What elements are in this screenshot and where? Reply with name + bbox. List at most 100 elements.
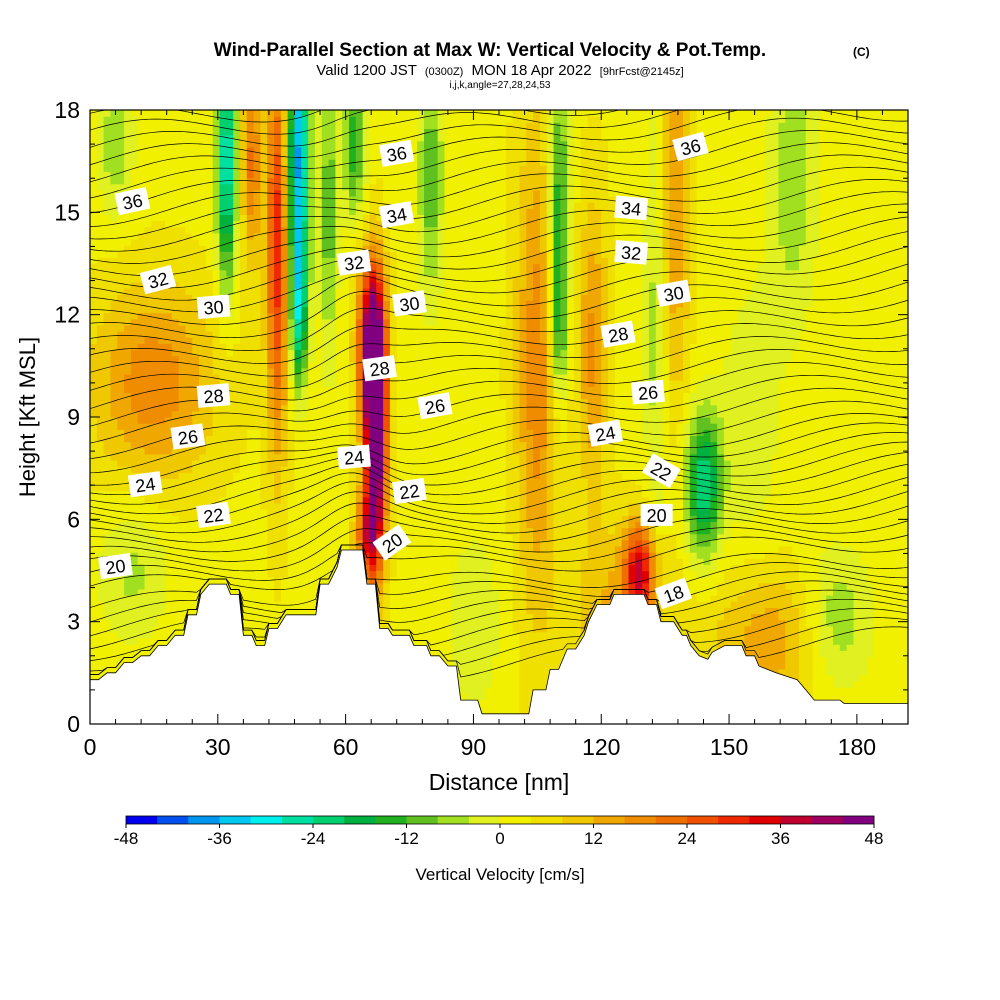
velocity-cell (96, 668, 105, 676)
velocity-cell (144, 502, 152, 510)
velocity-cell (383, 337, 391, 344)
velocity-cell (103, 220, 112, 228)
velocity-cell (410, 202, 418, 209)
velocity-cell (274, 429, 282, 437)
velocity-cell (226, 545, 234, 553)
velocity-cell (369, 502, 377, 510)
velocity-cell (355, 392, 364, 400)
velocity-cell (280, 472, 289, 479)
velocity-cell (130, 496, 139, 504)
velocity-cell (137, 502, 146, 510)
velocity-cell (260, 392, 268, 400)
velocity-cell (110, 312, 118, 320)
velocity-cell (90, 281, 98, 289)
velocity-cell (280, 459, 289, 467)
velocity-cell (137, 220, 146, 228)
velocity-cell (185, 263, 193, 271)
velocity-cell (233, 195, 241, 203)
velocity-cell (267, 349, 275, 357)
velocity-cell (117, 177, 125, 185)
velocity-cell (328, 183, 336, 191)
velocity-cell (349, 515, 357, 522)
velocity-cell (110, 417, 118, 424)
velocity-cell (410, 312, 418, 320)
velocity-cell (294, 122, 302, 130)
velocity-cell (124, 588, 132, 596)
velocity-cell (185, 453, 193, 461)
velocity-cell (226, 300, 234, 308)
velocity-cell (192, 367, 200, 375)
velocity-cell (396, 263, 405, 271)
velocity-cell (274, 466, 282, 473)
velocity-cell (90, 502, 98, 510)
velocity-cell (130, 343, 139, 351)
velocity-cell (144, 110, 152, 117)
velocity-cell (362, 226, 371, 234)
velocity-cell (90, 300, 98, 308)
velocity-cell (246, 165, 255, 172)
velocity-cell (376, 349, 384, 357)
velocity-cell (355, 423, 364, 430)
velocity-cell (328, 159, 336, 166)
velocity-cell (410, 189, 418, 197)
velocity-cell (260, 552, 268, 559)
velocity-cell (171, 226, 180, 234)
velocity-cell (151, 183, 159, 191)
velocity-cell (239, 122, 248, 130)
velocity-cell (410, 318, 418, 326)
velocity-cell (383, 110, 391, 117)
velocity-cell (212, 558, 221, 565)
velocity-cell (287, 552, 296, 559)
velocity-cell (355, 177, 364, 185)
velocity-cell (417, 607, 425, 615)
velocity-cell (233, 202, 241, 209)
velocity-cell (342, 466, 350, 473)
velocity-cell (212, 527, 221, 535)
velocity-cell (239, 398, 248, 406)
velocity-cell (110, 165, 118, 172)
velocity-cell (171, 601, 180, 608)
velocity-cell (362, 195, 371, 203)
velocity-cell (212, 318, 221, 326)
velocity-cell (137, 410, 146, 418)
velocity-cell (383, 582, 391, 590)
velocity-cell (335, 195, 343, 203)
velocity-cell (151, 343, 159, 351)
velocity-cell (164, 576, 173, 584)
velocity-cell (274, 484, 282, 492)
velocity-cell (294, 466, 302, 473)
velocity-cell (362, 521, 371, 529)
velocity-cell (137, 595, 146, 602)
velocity-cell (164, 251, 173, 258)
velocity-cell (389, 558, 398, 565)
velocity-cell (103, 472, 112, 479)
velocity-cell (314, 318, 323, 326)
velocity-cell (103, 343, 112, 351)
velocity-cell (301, 576, 309, 584)
velocity-cell (267, 502, 275, 510)
velocity-cell (389, 238, 398, 246)
velocity-cell (417, 140, 425, 148)
velocity-cell (274, 392, 282, 400)
velocity-cell (362, 165, 371, 172)
velocity-cell (137, 122, 146, 130)
velocity-cell (205, 478, 214, 486)
velocity-cell (355, 183, 364, 191)
velocity-cell (349, 435, 357, 443)
velocity-cell (199, 331, 207, 338)
velocity-cell (403, 435, 411, 443)
velocity-cell (267, 607, 275, 615)
velocity-cell (124, 300, 132, 308)
velocity-cell (321, 152, 330, 160)
velocity-cell (233, 429, 241, 437)
velocity-cell (342, 232, 350, 240)
velocity-cell (90, 410, 98, 418)
velocity-cell (239, 466, 248, 473)
velocity-cell (164, 189, 173, 197)
velocity-cell (308, 496, 316, 504)
velocity-cell (294, 214, 302, 222)
velocity-cell (185, 324, 193, 332)
velocity-cell (137, 324, 146, 332)
velocity-cell (376, 552, 384, 559)
velocity-cell (185, 404, 193, 412)
